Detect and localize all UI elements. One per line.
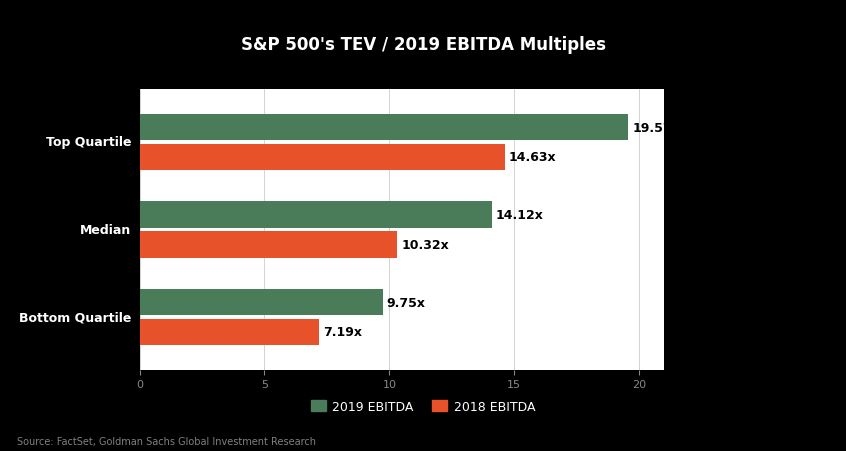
Bar xyxy=(140,232,398,258)
Text: 10.32x: 10.32x xyxy=(401,239,449,251)
Bar xyxy=(140,202,492,228)
Text: Bottom Quartile: Bottom Quartile xyxy=(19,311,131,324)
Text: 7.19x: 7.19x xyxy=(323,326,362,339)
Bar xyxy=(140,144,505,170)
Text: 19.57x: 19.57x xyxy=(632,121,680,134)
Text: Source: FactSet, Goldman Sachs Global Investment Research: Source: FactSet, Goldman Sachs Global In… xyxy=(17,437,316,446)
Text: 14.63x: 14.63x xyxy=(508,151,557,164)
Text: S&P 500's TEV / 2019 EBITDA Multiples: S&P 500's TEV / 2019 EBITDA Multiples xyxy=(240,36,606,54)
Text: Median: Median xyxy=(80,224,131,236)
Bar xyxy=(140,319,319,345)
Text: Top Quartile: Top Quartile xyxy=(46,136,131,149)
Bar xyxy=(140,115,629,141)
Bar xyxy=(140,290,383,316)
Text: 9.75x: 9.75x xyxy=(387,296,426,309)
Legend: 2019 EBITDA, 2018 EBITDA: 2019 EBITDA, 2018 EBITDA xyxy=(306,395,540,418)
Text: 14.12x: 14.12x xyxy=(496,209,544,221)
